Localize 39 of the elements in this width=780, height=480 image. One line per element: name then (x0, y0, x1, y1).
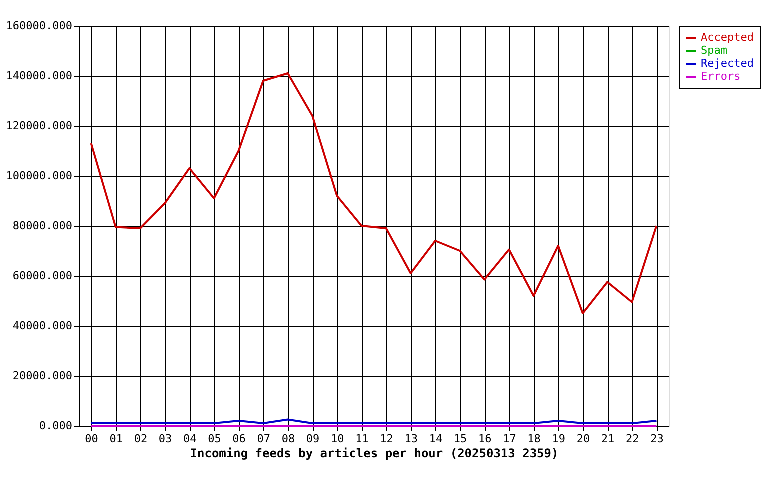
x-tick-label: 17 (503, 432, 516, 446)
x-tick-label: 19 (552, 432, 566, 446)
y-tick-label: 20000.000 (12, 370, 72, 382)
x-tick-label: 21 (601, 432, 615, 446)
x-tick-label: 02 (134, 432, 148, 446)
x-tick-label: 20 (576, 432, 590, 446)
x-tick-label: 18 (528, 432, 541, 446)
y-tick-label: 100000.000 (6, 170, 72, 182)
legend-label: Rejected (701, 57, 754, 70)
y-tick-label: 60000.000 (12, 270, 72, 282)
legend-label: Spam (701, 44, 728, 57)
x-tick-label: 06 (232, 432, 246, 446)
legend-label: Accepted (701, 31, 754, 44)
x-tick-label: 14 (429, 432, 443, 446)
x-tick-label: 09 (306, 432, 320, 446)
line-series (90, 72, 658, 314)
x-tick-label: 15 (454, 432, 468, 446)
x-tick-label: 08 (282, 432, 296, 446)
x-tick-label: 12 (380, 432, 394, 446)
legend-label: Errors (701, 70, 741, 83)
x-tick-label: 16 (478, 432, 492, 446)
x-tick-label: 22 (626, 432, 640, 446)
x-tick-label: 00 (85, 432, 98, 446)
x-tick-label: 11 (356, 432, 369, 446)
y-tick-label: 80000.000 (12, 220, 72, 232)
x-tick-label: 10 (331, 432, 344, 446)
y-tick-label: 160000.000 (6, 20, 72, 32)
y-tick-label: 140000.000 (6, 70, 72, 82)
x-tick-label: 04 (184, 432, 198, 446)
x-axis-title: Incoming feeds by articles per hour (20250313 2359) (190, 446, 559, 460)
x-tick-label: 13 (404, 432, 418, 446)
y-tick-label: 120000.000 (6, 120, 72, 132)
x-tick-label: 03 (158, 432, 172, 446)
x-tick-label: 07 (257, 432, 270, 446)
y-tick-label: 0.000 (39, 420, 72, 432)
x-tick-label: 23 (650, 432, 664, 446)
x-tick-label: 01 (110, 432, 123, 446)
x-tick-label: 05 (208, 432, 222, 446)
y-tick-label: 40000.000 (12, 320, 72, 332)
